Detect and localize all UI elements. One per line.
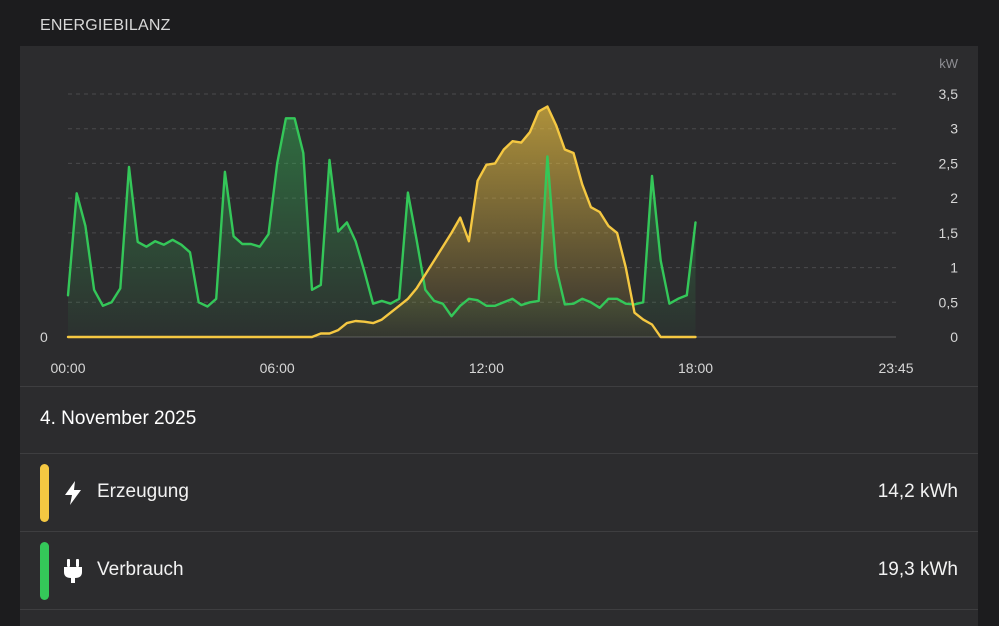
energy-balance-card: 0 0,5 1 1,5 2 2,5 3 3,5 00:00 06:00 12:00 18:00 23:… — [20, 46, 978, 626]
consumption-value: 19,3 kWh — [877, 559, 958, 580]
series-lines — [66, 105, 697, 339]
x-tick-label: 23:45 — [878, 360, 913, 376]
y-axis-ticks: 0 0,5 1 1,5 2 2,5 3 3,5 — [939, 86, 959, 345]
production-color-bar — [40, 464, 49, 522]
y-tick-label: 1 — [950, 260, 958, 276]
grid-lines — [68, 93, 896, 338]
consumption-label: Verbrauch — [97, 559, 184, 580]
x-tick-label: 00:00 — [50, 360, 85, 376]
divider — [20, 453, 978, 454]
divider — [20, 531, 978, 532]
production-line — [66, 105, 697, 339]
y-tick-label: 3,5 — [939, 86, 959, 102]
x-tick-label: 18:00 — [678, 360, 713, 376]
y-tick-label: 1,5 — [939, 225, 959, 241]
series-areas — [68, 106, 696, 337]
y-axis-unit: kW — [939, 56, 959, 71]
x-axis-ticks: 00:00 06:00 12:00 18:00 23:45 — [50, 360, 913, 376]
x-tick-label: 06:00 — [260, 360, 295, 376]
date-row: 4. November 2025 — [20, 386, 978, 453]
production-value: 14,2 kWh — [877, 481, 958, 502]
divider — [20, 609, 978, 610]
section-title: ENERGIEBILANZ — [40, 17, 171, 34]
production-label: Erzeugung — [97, 481, 189, 502]
power-plug-icon — [64, 559, 82, 583]
production-row[interactable]: Erzeugung 14,2 kWh — [20, 454, 978, 531]
consumption-row[interactable]: Verbrauch 19,3 kWh — [20, 532, 978, 609]
y-tick-label: 2 — [950, 190, 958, 206]
divider — [20, 386, 978, 387]
date-label: 4. November 2025 — [40, 408, 197, 429]
chart-svg[interactable]: 0 0,5 1 1,5 2 2,5 3 3,5 00:00 06:00 12:00 18:00 23:… — [20, 46, 978, 386]
y-tick-label: 0,5 — [939, 294, 959, 310]
y-tick-label: 0 — [950, 329, 958, 345]
consumption-line — [66, 117, 697, 318]
consumption-color-bar — [40, 542, 49, 600]
left-zero-label: 0 — [40, 329, 48, 345]
lightning-bolt-icon — [65, 481, 81, 505]
energy-chart[interactable]: 0 0,5 1 1,5 2 2,5 3 3,5 00:00 06:00 12:00 18:00 23:… — [20, 46, 978, 386]
y-tick-label: 2,5 — [939, 155, 959, 171]
x-tick-label: 12:00 — [469, 360, 504, 376]
y-tick-label: 3 — [950, 121, 958, 137]
production-area — [68, 106, 696, 337]
